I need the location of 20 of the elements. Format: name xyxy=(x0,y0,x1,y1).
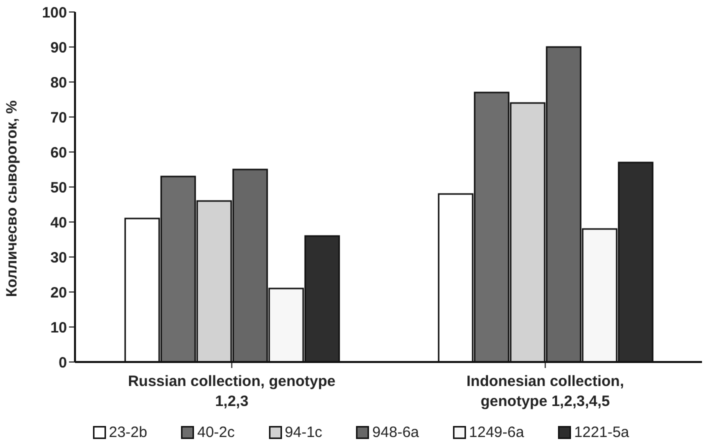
x-tick-label: Russian collection, genotype 1,2,3 xyxy=(128,373,336,410)
legend-label: 23-2b xyxy=(108,424,148,441)
legend-label: 948-6a xyxy=(372,424,420,441)
y-tick-label: 80 xyxy=(50,74,67,92)
y-tick-label: 90 xyxy=(50,39,67,56)
y-tick-label: 10 xyxy=(50,319,67,336)
y-tick-label: 30 xyxy=(50,249,67,266)
y-tick-label: 40 xyxy=(50,214,67,232)
y-tick-label: 100 xyxy=(42,4,67,22)
y-tick-label: 0 xyxy=(58,354,67,372)
y-tick-label: 20 xyxy=(50,284,67,302)
x-tick-label: Indonesian collection, genotype 1,2,3,4,5 xyxy=(466,373,624,410)
y-tick-label: 60 xyxy=(50,144,67,162)
y-axis-title: Колличесво сывороток, % xyxy=(3,100,20,297)
legend-label: 40-2c xyxy=(197,424,235,441)
legend-label: 1221-5a xyxy=(574,424,630,441)
y-tick-label: 50 xyxy=(50,179,67,196)
legend-label: 94-1c xyxy=(284,424,322,441)
y-tick-label: 70 xyxy=(50,109,67,126)
legend-label: 1249-6a xyxy=(469,424,524,441)
